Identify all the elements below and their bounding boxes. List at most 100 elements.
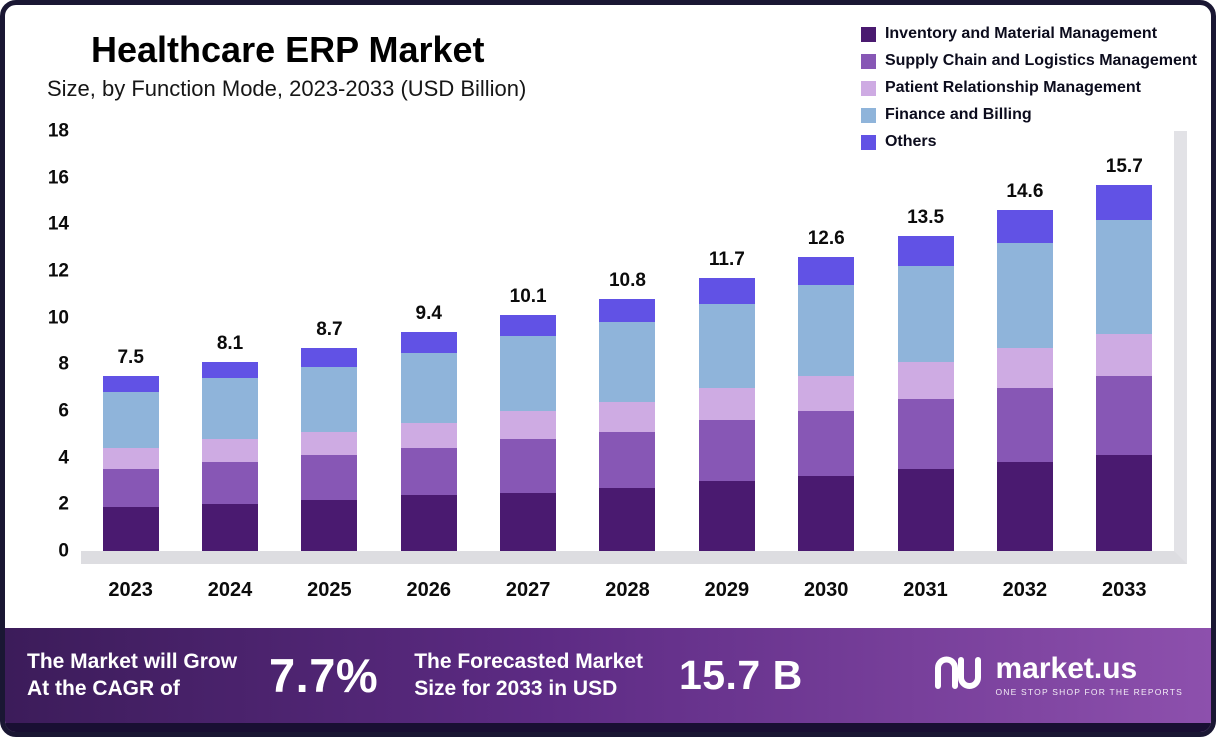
bar-segment-patient-relationship-management: [500, 411, 557, 440]
bar-stack: [698, 278, 755, 551]
bar-segment-inventory-and-material-management: [1096, 455, 1153, 551]
bar-column: 10.8: [578, 131, 677, 551]
bar-segment-others: [798, 257, 855, 286]
bar-segment-others: [500, 315, 557, 337]
bar-segment-supply-chain-and-logistics-management: [102, 469, 159, 507]
page-title: Healthcare ERP Market: [91, 29, 485, 70]
bar-stack: [400, 331, 457, 551]
y-axis-tick: 0: [58, 540, 69, 562]
plot-zone: 7.5 8.1 8.7 9.4 10.1 10.8 11.7 12.6 13.5 14.6 15.7…: [81, 131, 1187, 628]
y-axis-tick: 6: [58, 400, 69, 422]
x-axis-label: 2023: [108, 579, 153, 601]
cagr-label-line1: The Market will Grow: [27, 649, 238, 673]
bar-segment-supply-chain-and-logistics-management: [798, 411, 855, 477]
chart-header: Healthcare ERP Market Size, by Function …: [5, 5, 1211, 150]
bar-segment-inventory-and-material-management: [698, 481, 755, 551]
brand-logo: market.us ONE STOP SHOP FOR THE REPORTS: [932, 651, 1183, 700]
bar-total-label: 10.8: [608, 270, 646, 292]
brand-name: market.us: [995, 651, 1138, 685]
bar-column: 11.7: [677, 131, 776, 551]
y-axis-tick: 12: [47, 260, 69, 282]
bar-column: 14.6: [975, 131, 1074, 551]
bar-segment-others: [202, 362, 259, 379]
bar-segment-supply-chain-and-logistics-management: [500, 439, 557, 493]
legend-label: Patient Relationship Management: [884, 79, 1141, 96]
bar-stack: [102, 376, 159, 551]
bar-total-label: 9.4: [415, 302, 442, 324]
bar-segment-supply-chain-and-logistics-management: [996, 387, 1053, 463]
legend-item: Patient Relationship Management: [860, 79, 1197, 97]
bar-total-label: 7.5: [117, 347, 144, 369]
bar-segment-patient-relationship-management: [798, 376, 855, 412]
bar-segment-others: [102, 376, 159, 393]
bar-segment-inventory-and-material-management: [301, 499, 358, 551]
bar-segment-finance-and-billing: [102, 392, 159, 449]
y-axis-tick: 4: [58, 447, 69, 469]
bar-stack: [996, 210, 1053, 551]
bar-segment-supply-chain-and-logistics-management: [400, 448, 457, 495]
x-axis-label: 2025: [307, 579, 352, 601]
bar-total-label: 13.5: [907, 207, 945, 229]
bar-column: 15.7: [1075, 131, 1174, 551]
bar-segment-finance-and-billing: [500, 336, 557, 412]
bar-segment-patient-relationship-management: [400, 422, 457, 449]
bar-segment-supply-chain-and-logistics-management: [599, 432, 656, 488]
bar-stack: [798, 257, 855, 551]
brand-text: market.us ONE STOP SHOP FOR THE REPORTS: [995, 651, 1183, 697]
legend-label: Others: [884, 133, 937, 150]
legend-label: Inventory and Material Management: [884, 25, 1158, 42]
bar-stack: [202, 362, 259, 551]
legend-swatch: [860, 134, 876, 150]
x-axis-label: 2026: [406, 579, 452, 601]
cagr-value: 7.7%: [269, 648, 379, 702]
bar-segment-finance-and-billing: [897, 266, 954, 363]
bar-total-label: 14.6: [1006, 181, 1044, 203]
bar-stack: [599, 299, 656, 551]
bar-segment-finance-and-billing: [1096, 219, 1153, 335]
x-axis: 2023 2024 2025 2026 2027 2028 2029 2030 2031 2032…: [81, 579, 1174, 602]
bar-stack: [897, 236, 954, 551]
bar-segment-others: [400, 331, 457, 353]
forecast-label-line2: Size for 2033 in USD: [414, 677, 618, 700]
y-axis: 0 2 4 6 8 10 12 14 16 18: [35, 122, 81, 564]
bar-segment-patient-relationship-management: [897, 362, 954, 400]
bar-stack: [301, 348, 358, 551]
legend-item: Finance and Billing: [860, 106, 1197, 124]
plot-area: 7.5 8.1 8.7 9.4 10.1 10.8 11.7 12.6 13.5 14.6 15.7: [81, 131, 1187, 564]
y-axis-tick: 18: [47, 120, 69, 142]
bar-total-label: 8.1: [216, 333, 244, 355]
bar-segment-finance-and-billing: [301, 366, 358, 433]
legend-swatch: [860, 80, 876, 96]
bar-segment-finance-and-billing: [599, 322, 656, 402]
x-axis-label: 2031: [903, 579, 948, 601]
bar-segment-finance-and-billing: [798, 285, 855, 377]
x-axis-label: 2032: [1002, 579, 1048, 601]
bar-segment-inventory-and-material-management: [996, 462, 1053, 551]
bar-segment-patient-relationship-management: [202, 439, 259, 463]
bar-segment-supply-chain-and-logistics-management: [301, 455, 358, 500]
legend-swatch: [860, 107, 876, 123]
y-axis-tick: 14: [47, 213, 69, 235]
brand-logo-icon: [932, 651, 984, 700]
legend: Inventory and Material Management Supply …: [860, 25, 1197, 151]
bar-total-label: 15.7: [1105, 155, 1143, 177]
bar-segment-others: [599, 299, 656, 323]
bar-column: 9.4: [379, 131, 478, 551]
cagr-label-line2: At the CAGR of: [27, 677, 180, 700]
forecast-label: The Forecasted Market Size for 2033 in U…: [414, 648, 643, 703]
legend-label: Supply Chain and Logistics Management: [884, 52, 1197, 69]
legend-item: Inventory and Material Management: [860, 25, 1197, 43]
x-axis-label: 2027: [505, 579, 551, 601]
bar-segment-inventory-and-material-management: [798, 476, 855, 551]
legend-swatch: [860, 26, 876, 42]
legend-item: Supply Chain and Logistics Management: [860, 52, 1197, 70]
bar-segment-patient-relationship-management: [301, 432, 358, 456]
bar-segment-finance-and-billing: [202, 378, 259, 440]
cagr-label: The Market will Grow At the CAGR of: [27, 648, 237, 703]
bar-column: 8.1: [180, 131, 279, 551]
bar-segment-inventory-and-material-management: [599, 488, 656, 551]
bar-column: 13.5: [876, 131, 975, 551]
x-axis-label: 2029: [704, 579, 750, 601]
bars: 7.5 8.1 8.7 9.4 10.1 10.8 11.7 12.6 13.5 14.6 15.7: [81, 131, 1174, 551]
bar-total-label: 12.6: [807, 228, 845, 250]
